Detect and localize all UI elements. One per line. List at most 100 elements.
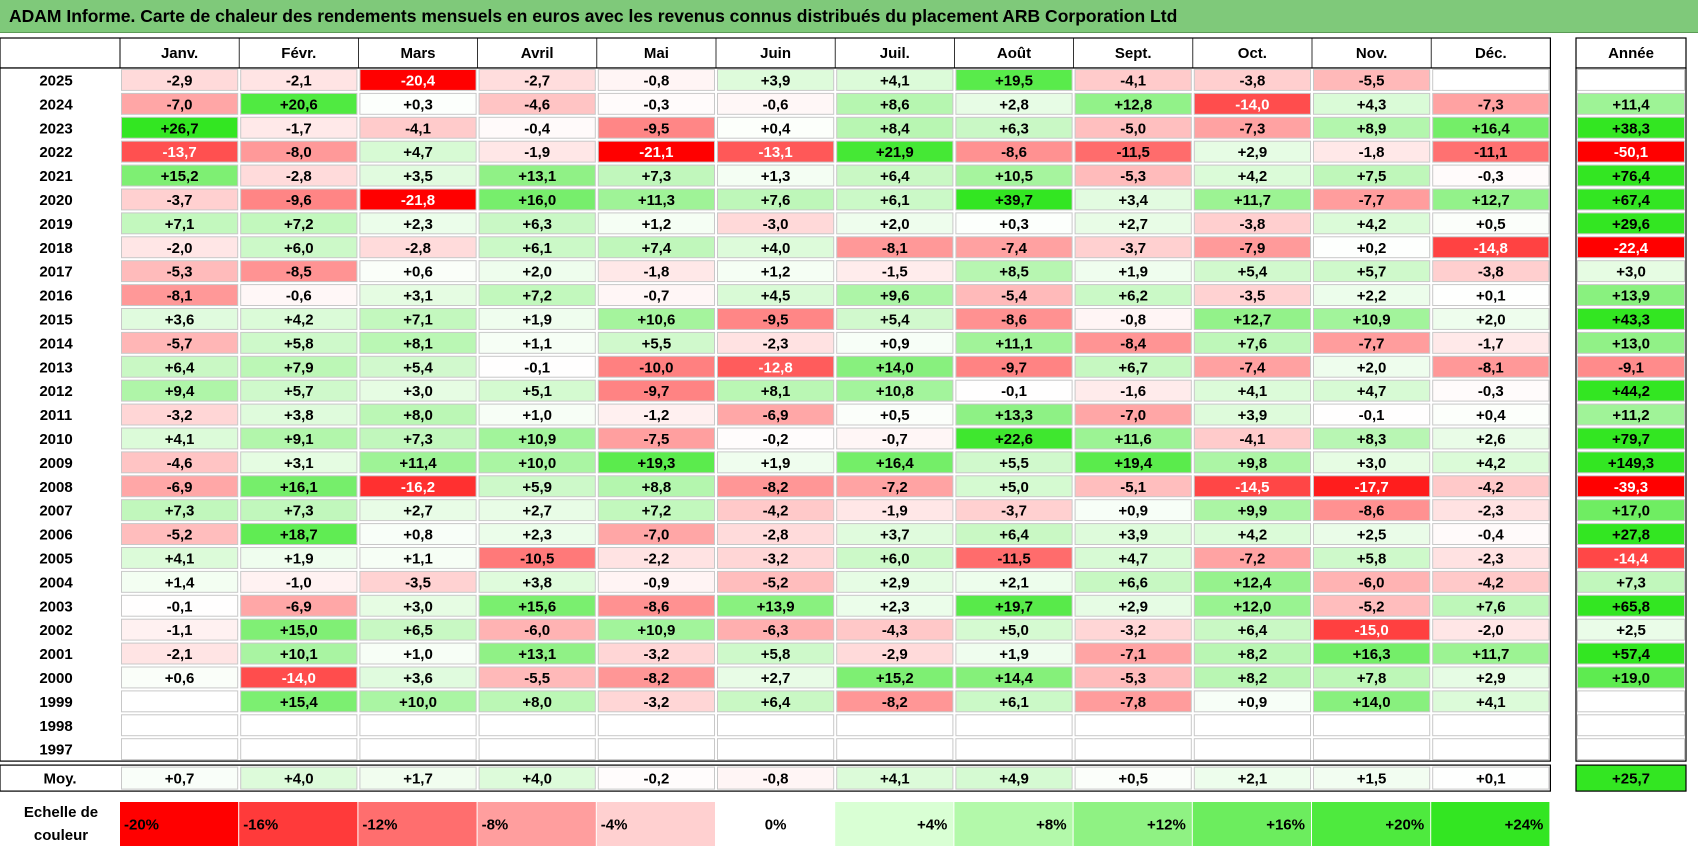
cell-value: +1,1 bbox=[403, 550, 433, 567]
heatmap-cell bbox=[955, 403, 1073, 426]
heatmap-cell bbox=[121, 547, 239, 569]
year-total-value: -14,4 bbox=[1614, 550, 1649, 567]
cell-value: +26,7 bbox=[161, 120, 199, 137]
heatmap-cell bbox=[955, 427, 1073, 450]
heatmap-cell bbox=[240, 188, 358, 211]
heatmap-cell bbox=[359, 260, 477, 283]
cell-value: +14,0 bbox=[1353, 694, 1391, 711]
cell-value: -5,0 bbox=[1120, 120, 1146, 137]
heatmap-cell bbox=[955, 379, 1073, 402]
heatmap-cell bbox=[121, 570, 239, 593]
row-year-label: 2004 bbox=[39, 574, 73, 591]
heatmap-cell bbox=[717, 499, 835, 522]
cell-value: +2,9 bbox=[880, 574, 910, 591]
heatmap-cell bbox=[836, 618, 954, 641]
cell-value: -5,2 bbox=[1359, 598, 1385, 615]
heatmap-cell bbox=[836, 164, 954, 187]
cell-value: +3,9 bbox=[761, 72, 791, 89]
heatmap-cell bbox=[1074, 523, 1192, 545]
heatmap-cell bbox=[359, 164, 477, 187]
heatmap-cell bbox=[478, 116, 596, 139]
heatmap-cell bbox=[1432, 260, 1550, 283]
cell-value: +3,4 bbox=[1118, 192, 1148, 209]
heatmap-cell bbox=[1074, 236, 1192, 259]
cell-value: -3,2 bbox=[643, 646, 669, 663]
color-scale-swatch bbox=[596, 802, 715, 846]
heatmap-cell bbox=[1074, 475, 1192, 498]
cell-value: -6,0 bbox=[524, 622, 550, 639]
row-year-label: 2012 bbox=[39, 383, 72, 400]
heatmap-cell bbox=[478, 570, 596, 593]
heatmap-cell bbox=[121, 260, 239, 283]
cell-value: -0,7 bbox=[882, 431, 908, 448]
heatmap-cell bbox=[836, 594, 954, 617]
heatmap-cell bbox=[597, 738, 715, 761]
heatmap-cell bbox=[836, 570, 954, 593]
heatmap-cell bbox=[121, 236, 239, 259]
year-total-cell bbox=[1577, 523, 1685, 545]
row-year-label: 2000 bbox=[39, 670, 72, 687]
cell-value: +13,1 bbox=[518, 646, 556, 663]
year-total-cell bbox=[1577, 355, 1685, 378]
cell-value: +7,4 bbox=[642, 240, 672, 257]
cell-value: +7,2 bbox=[522, 288, 552, 305]
heatmap-cell bbox=[1193, 116, 1312, 139]
cell-value: +8,1 bbox=[403, 335, 433, 352]
year-total-cell bbox=[1577, 475, 1685, 498]
heatmap-cell bbox=[121, 212, 239, 235]
color-scale-label: Echelle de bbox=[24, 804, 98, 821]
heatmap-cell bbox=[597, 451, 715, 474]
year-total-value: +11,2 bbox=[1612, 407, 1649, 424]
heatmap-cell bbox=[597, 594, 715, 617]
cell-value: +10,0 bbox=[399, 694, 437, 711]
cell-value: -1,1 bbox=[167, 622, 193, 639]
cell-value: +2,7 bbox=[403, 503, 433, 520]
cell-value: +5,4 bbox=[1238, 264, 1268, 281]
cell-value: +4,1 bbox=[1476, 694, 1506, 711]
cell-value: +13,9 bbox=[757, 598, 795, 615]
cell-value: -0,1 bbox=[524, 359, 550, 376]
cell-value: +7,6 bbox=[1238, 335, 1268, 352]
cell-value: -2,7 bbox=[524, 72, 550, 89]
cell-value: +2,3 bbox=[403, 216, 433, 233]
row-year-label: 2013 bbox=[39, 359, 72, 376]
heatmap-cell bbox=[359, 116, 477, 139]
cell-value: -8,6 bbox=[1001, 311, 1027, 328]
cell-value: +0,4 bbox=[1476, 407, 1506, 424]
heatmap-cell bbox=[240, 618, 358, 641]
cell-value: -7,1 bbox=[1120, 646, 1146, 663]
row-year-label: 2020 bbox=[39, 192, 72, 209]
heatmap-cell bbox=[1193, 379, 1312, 402]
cell-value: +0,4 bbox=[761, 120, 791, 137]
heatmap-cell bbox=[1193, 475, 1312, 498]
year-total-cell bbox=[1577, 308, 1685, 330]
average-cell bbox=[478, 766, 596, 790]
heatmap-cell bbox=[478, 714, 596, 737]
color-scale-swatch bbox=[477, 802, 596, 846]
heatmap-cell bbox=[1074, 355, 1192, 378]
cell-value: +9,1 bbox=[284, 431, 314, 448]
cell-value: -1,8 bbox=[643, 264, 669, 281]
cell-value: +2,9 bbox=[1476, 670, 1506, 687]
cell-value: -8,1 bbox=[1478, 359, 1504, 376]
heatmap-cell bbox=[836, 451, 954, 474]
heatmap-cell bbox=[955, 260, 1073, 283]
heatmap-cell bbox=[478, 475, 596, 498]
heatmap-cell bbox=[1313, 188, 1431, 211]
heatmap-cell bbox=[717, 164, 835, 187]
cell-value: +5,7 bbox=[1357, 264, 1387, 281]
cell-value: +6,1 bbox=[999, 694, 1029, 711]
heatmap-cell bbox=[1313, 618, 1431, 641]
average-cell bbox=[955, 766, 1073, 790]
heatmap-cell bbox=[1313, 140, 1431, 163]
heatmap-cell bbox=[240, 642, 358, 665]
cell-value: +7,3 bbox=[165, 503, 195, 520]
heatmap-cell bbox=[597, 547, 715, 569]
row-year-label: 2024 bbox=[39, 96, 73, 113]
row-year-label: 2014 bbox=[39, 335, 73, 352]
heatmap-cell bbox=[1074, 547, 1192, 569]
cell-value: +1,9 bbox=[522, 311, 552, 328]
heatmap-cell bbox=[597, 475, 715, 498]
heatmap-cell bbox=[1432, 618, 1550, 641]
heatmap-cell bbox=[1193, 547, 1312, 569]
